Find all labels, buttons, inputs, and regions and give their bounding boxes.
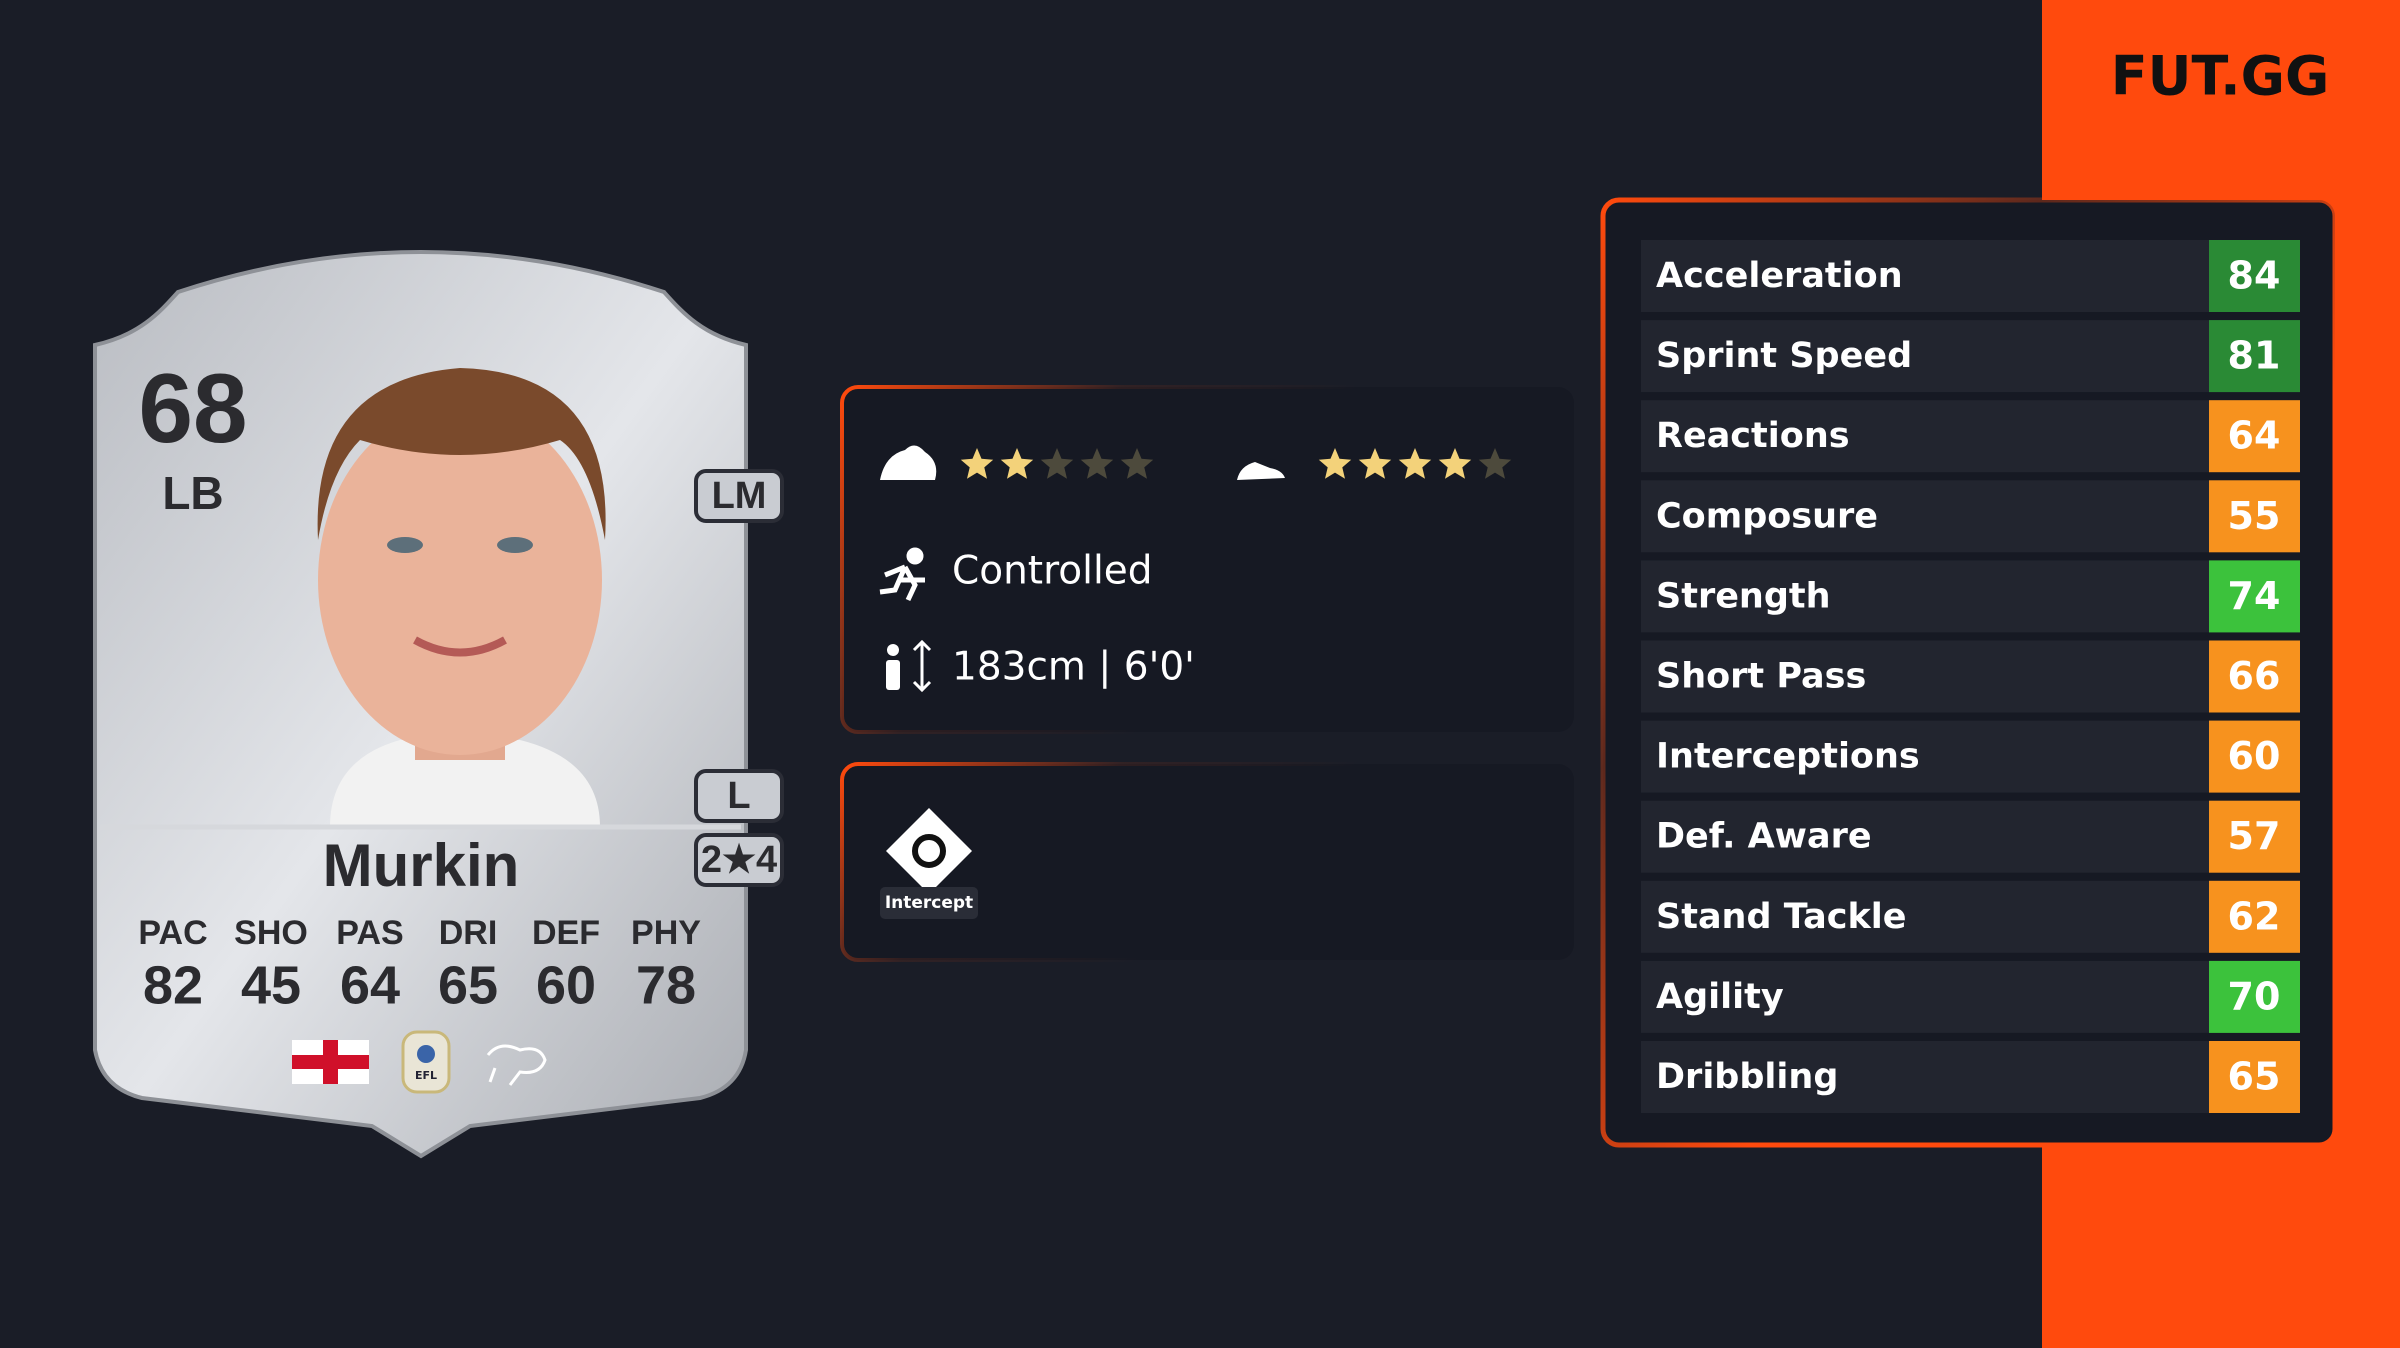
stat-value: 70 — [2228, 974, 2281, 1018]
stat-row — [1641, 800, 2300, 873]
skill-weak: 2★4 — [701, 839, 777, 881]
stat-value: 81 — [2228, 334, 2281, 378]
skill-icon — [880, 445, 937, 480]
stat-value: 66 — [2228, 654, 2281, 698]
stat-name: Sprint Speed — [1656, 336, 1912, 376]
face-stat-label: SHO — [234, 914, 308, 952]
logo[interactable]: FUT.GG — [2111, 45, 2330, 108]
boot-icon — [1237, 462, 1285, 480]
alt-position-chip — [694, 469, 784, 523]
accelerate-type: Controlled — [952, 549, 1153, 594]
stat-value-box — [2209, 720, 2300, 793]
stat-name: Composure — [1656, 496, 1878, 536]
stat-value-box — [2209, 320, 2300, 393]
stat-value: 64 — [2228, 414, 2281, 458]
face-stat-value: 60 — [536, 955, 596, 1015]
stat-value: 74 — [2228, 574, 2281, 618]
stat-value: 57 — [2228, 814, 2281, 858]
stat-value: 55 — [2228, 494, 2281, 538]
stat-value-box — [2209, 960, 2300, 1033]
stat-name: Acceleration — [1656, 256, 1903, 296]
stat-row — [1641, 320, 2300, 393]
stat-row — [1641, 240, 2300, 312]
stat-name: Strength — [1656, 576, 1831, 616]
star — [1040, 448, 1074, 479]
stat-value: 84 — [2228, 254, 2281, 298]
stat-value: 60 — [2228, 734, 2281, 778]
star — [1358, 448, 1392, 479]
alt-position: LM — [712, 475, 767, 517]
star — [1000, 448, 1034, 479]
face-stat-value: 82 — [143, 955, 203, 1015]
stat-value-box — [2209, 800, 2300, 873]
stat-row — [1641, 720, 2300, 793]
stat-name: Interceptions — [1656, 737, 1920, 777]
club-badge — [486, 1044, 547, 1086]
run-icon — [879, 547, 925, 602]
stat-row — [1641, 960, 2300, 1033]
star — [1398, 448, 1432, 479]
player-photo — [317, 368, 606, 827]
face-stat-label: PAS — [336, 914, 403, 952]
stat-row — [1641, 1041, 2300, 1113]
height: 183cm | 6'0' — [952, 645, 1195, 690]
stat-row — [1641, 560, 2300, 633]
league-badge: EFL — [401, 1030, 451, 1094]
stat-value-box — [2209, 880, 2300, 953]
stat-row — [1641, 480, 2300, 553]
playstyle-box — [840, 762, 1576, 962]
face-stat-label: PAC — [138, 914, 207, 952]
face-stat-value: 64 — [340, 955, 400, 1015]
stat-value: 65 — [2228, 1055, 2281, 1099]
stat-value-box — [2209, 240, 2300, 312]
stat-value-box — [2209, 640, 2300, 713]
playstyle-name: Intercept — [885, 893, 973, 913]
card-name: Murkin — [323, 832, 520, 899]
height-icon — [886, 639, 932, 693]
stat-row — [1641, 400, 2300, 473]
skill-weak-chip — [694, 833, 784, 887]
star — [960, 448, 994, 479]
stat-value-box — [2209, 1041, 2300, 1113]
card-position: LB — [162, 467, 223, 519]
alt-position: L — [727, 775, 750, 817]
playstyle-icon[interactable] — [880, 808, 978, 919]
stat-name: Agility — [1656, 977, 1784, 1017]
star — [1478, 448, 1512, 479]
alt-position-chip — [694, 769, 784, 823]
stat-value-box — [2209, 400, 2300, 473]
stat-value: 62 — [2228, 894, 2281, 938]
flag — [292, 1040, 369, 1084]
face-stat-label: DRI — [439, 914, 498, 952]
star — [1080, 448, 1114, 479]
star — [1120, 448, 1154, 479]
face-stat-value: 65 — [438, 955, 498, 1015]
stat-row — [1641, 640, 2300, 713]
stat-name: Reactions — [1656, 416, 1850, 456]
stat-name: Stand Tackle — [1656, 897, 1906, 937]
face-stat-value: 45 — [241, 955, 301, 1015]
card-rating: 68 — [138, 353, 247, 463]
stat-row — [1641, 880, 2300, 953]
star — [1318, 448, 1352, 479]
stat-name: Dribbling — [1656, 1057, 1838, 1097]
star — [1438, 448, 1472, 479]
face-stat-value: 78 — [636, 955, 696, 1015]
face-stat-label: PHY — [631, 914, 701, 952]
stat-value-box — [2209, 560, 2300, 633]
stat-name: Def. Aware — [1656, 817, 1872, 857]
face-stat-label: DEF — [532, 914, 600, 952]
stat-name: Short Pass — [1656, 657, 1866, 697]
stat-value-box — [2209, 480, 2300, 553]
league-label: EFL — [415, 1069, 437, 1082]
